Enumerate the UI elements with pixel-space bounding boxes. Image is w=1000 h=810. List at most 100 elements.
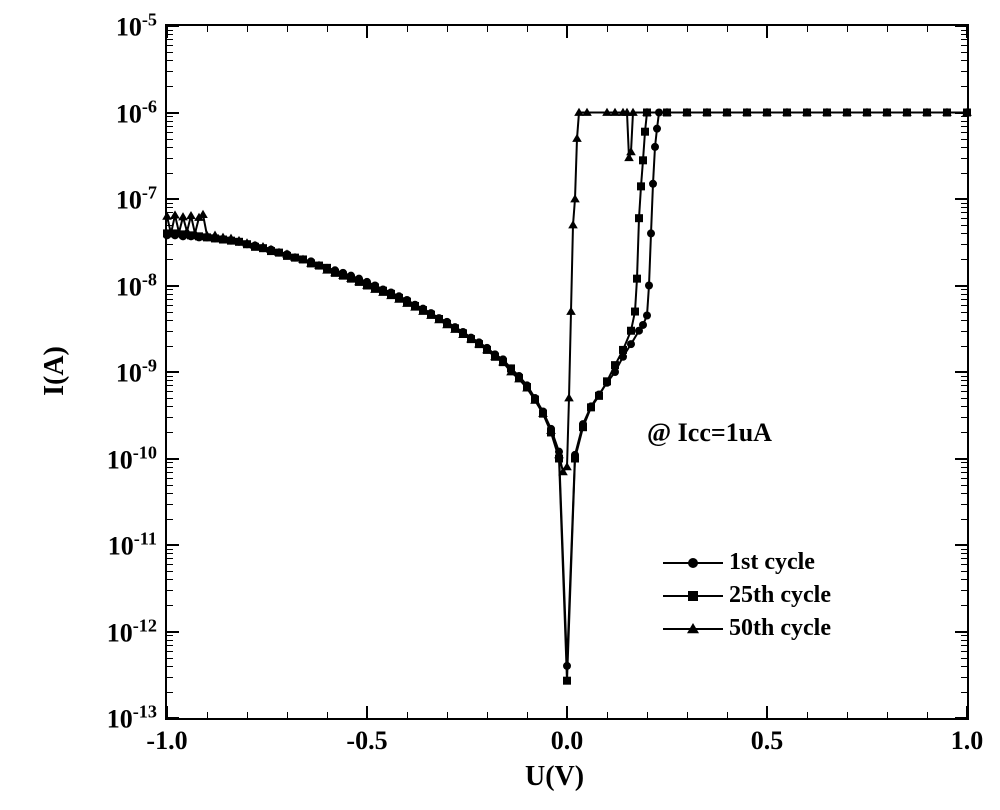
y-tick-minor	[961, 305, 967, 306]
y-tick-minor	[961, 39, 967, 40]
x-tick-minor	[727, 712, 728, 718]
x-tick-minor	[647, 26, 648, 32]
y-tick-minor	[167, 225, 173, 226]
y-tick-minor	[167, 207, 173, 208]
y-tick-minor	[167, 147, 173, 148]
legend-item: 50th cycle	[663, 615, 831, 642]
y-tick-minor	[167, 312, 173, 313]
y-tick-minor	[167, 218, 173, 219]
series-marker-cycle25	[631, 308, 639, 316]
y-tick-minor	[167, 605, 173, 606]
y-tick-minor	[167, 472, 173, 473]
x-tick-minor	[327, 26, 328, 32]
y-tick-minor	[961, 391, 967, 392]
x-tick-minor	[807, 712, 808, 718]
y-tick-minor	[167, 406, 173, 407]
y-tick-minor	[961, 233, 967, 234]
series-marker-cycle25	[571, 455, 579, 463]
y-tick-minor	[961, 45, 967, 46]
x-tick-label: -1.0	[146, 718, 187, 756]
y-tick-minor	[167, 417, 173, 418]
y-tick-major	[955, 631, 967, 633]
y-tick-minor	[167, 121, 173, 122]
x-tick-minor	[887, 712, 888, 718]
y-tick-minor	[961, 139, 967, 140]
x-tick-minor	[327, 712, 328, 718]
y-tick-minor	[961, 225, 967, 226]
y-tick-minor	[961, 417, 967, 418]
series-marker-cycle50	[564, 393, 574, 401]
y-tick-major	[167, 458, 179, 460]
x-tick-minor	[847, 26, 848, 32]
x-tick-major	[366, 26, 368, 38]
plot-area: 1st cycle25th cycle50th cycle @ Icc=1uA …	[165, 24, 969, 720]
y-tick-minor	[167, 432, 173, 433]
y-tick-minor	[167, 52, 173, 53]
y-tick-major	[167, 371, 179, 373]
y-tick-minor	[961, 493, 967, 494]
series-marker-cycle50	[562, 462, 572, 470]
annotation-text: @ Icc=1uA	[647, 418, 772, 448]
y-tick-minor	[167, 571, 173, 572]
y-tick-minor	[167, 331, 173, 332]
x-tick-minor	[487, 712, 488, 718]
x-tick-minor	[607, 712, 608, 718]
y-tick-minor	[167, 564, 173, 565]
y-tick-minor	[167, 640, 173, 641]
y-tick-major	[955, 371, 967, 373]
y-tick-minor	[167, 132, 173, 133]
y-tick-minor	[167, 478, 173, 479]
series-marker-cycle25	[611, 361, 619, 369]
y-tick-label: 10-5	[116, 10, 167, 43]
y-tick-minor	[961, 432, 967, 433]
x-tick-minor	[847, 712, 848, 718]
series-marker-cycle25	[635, 214, 643, 222]
series-marker-cycle50	[568, 220, 578, 228]
x-tick-minor	[687, 26, 688, 32]
series-marker-cycle25	[627, 327, 635, 335]
x-tick-minor	[247, 26, 248, 32]
y-tick-minor	[167, 385, 173, 386]
series-marker-cycle1	[651, 143, 659, 151]
y-tick-minor	[961, 218, 967, 219]
y-tick-minor	[167, 45, 173, 46]
y-tick-minor	[167, 579, 173, 580]
y-tick-minor	[961, 666, 967, 667]
y-tick-minor	[167, 398, 173, 399]
y-tick-minor	[167, 376, 173, 377]
y-tick-minor	[167, 39, 173, 40]
y-tick-label: 10-10	[107, 442, 167, 475]
y-tick-minor	[167, 549, 173, 550]
y-tick-minor	[961, 385, 967, 386]
legend-swatch	[663, 562, 723, 564]
y-tick-minor	[167, 558, 173, 559]
legend-item: 25th cycle	[663, 582, 831, 609]
x-tick-minor	[647, 712, 648, 718]
y-tick-minor	[961, 212, 967, 213]
y-tick-minor	[961, 485, 967, 486]
y-tick-minor	[167, 116, 173, 117]
series-marker-cycle1	[639, 321, 647, 329]
y-tick-major	[167, 112, 179, 114]
y-tick-major	[167, 198, 179, 200]
x-tick-major	[766, 26, 768, 38]
x-tick-minor	[247, 712, 248, 718]
y-tick-minor	[961, 406, 967, 407]
x-axis-label: U(V)	[525, 761, 584, 793]
y-tick-minor	[961, 635, 967, 636]
series-line-cycle1	[167, 113, 967, 666]
y-tick-minor	[961, 467, 967, 468]
series-marker-cycle1	[645, 282, 653, 290]
x-tick-major	[966, 706, 968, 718]
y-tick-minor	[167, 158, 173, 159]
y-tick-minor	[961, 478, 967, 479]
y-tick-minor	[167, 380, 173, 381]
x-tick-minor	[287, 712, 288, 718]
series-marker-cycle25	[633, 275, 641, 283]
y-tick-minor	[961, 398, 967, 399]
y-tick-minor	[961, 645, 967, 646]
y-tick-minor	[167, 203, 173, 204]
y-tick-minor	[167, 60, 173, 61]
y-tick-minor	[167, 666, 173, 667]
y-tick-major	[955, 285, 967, 287]
